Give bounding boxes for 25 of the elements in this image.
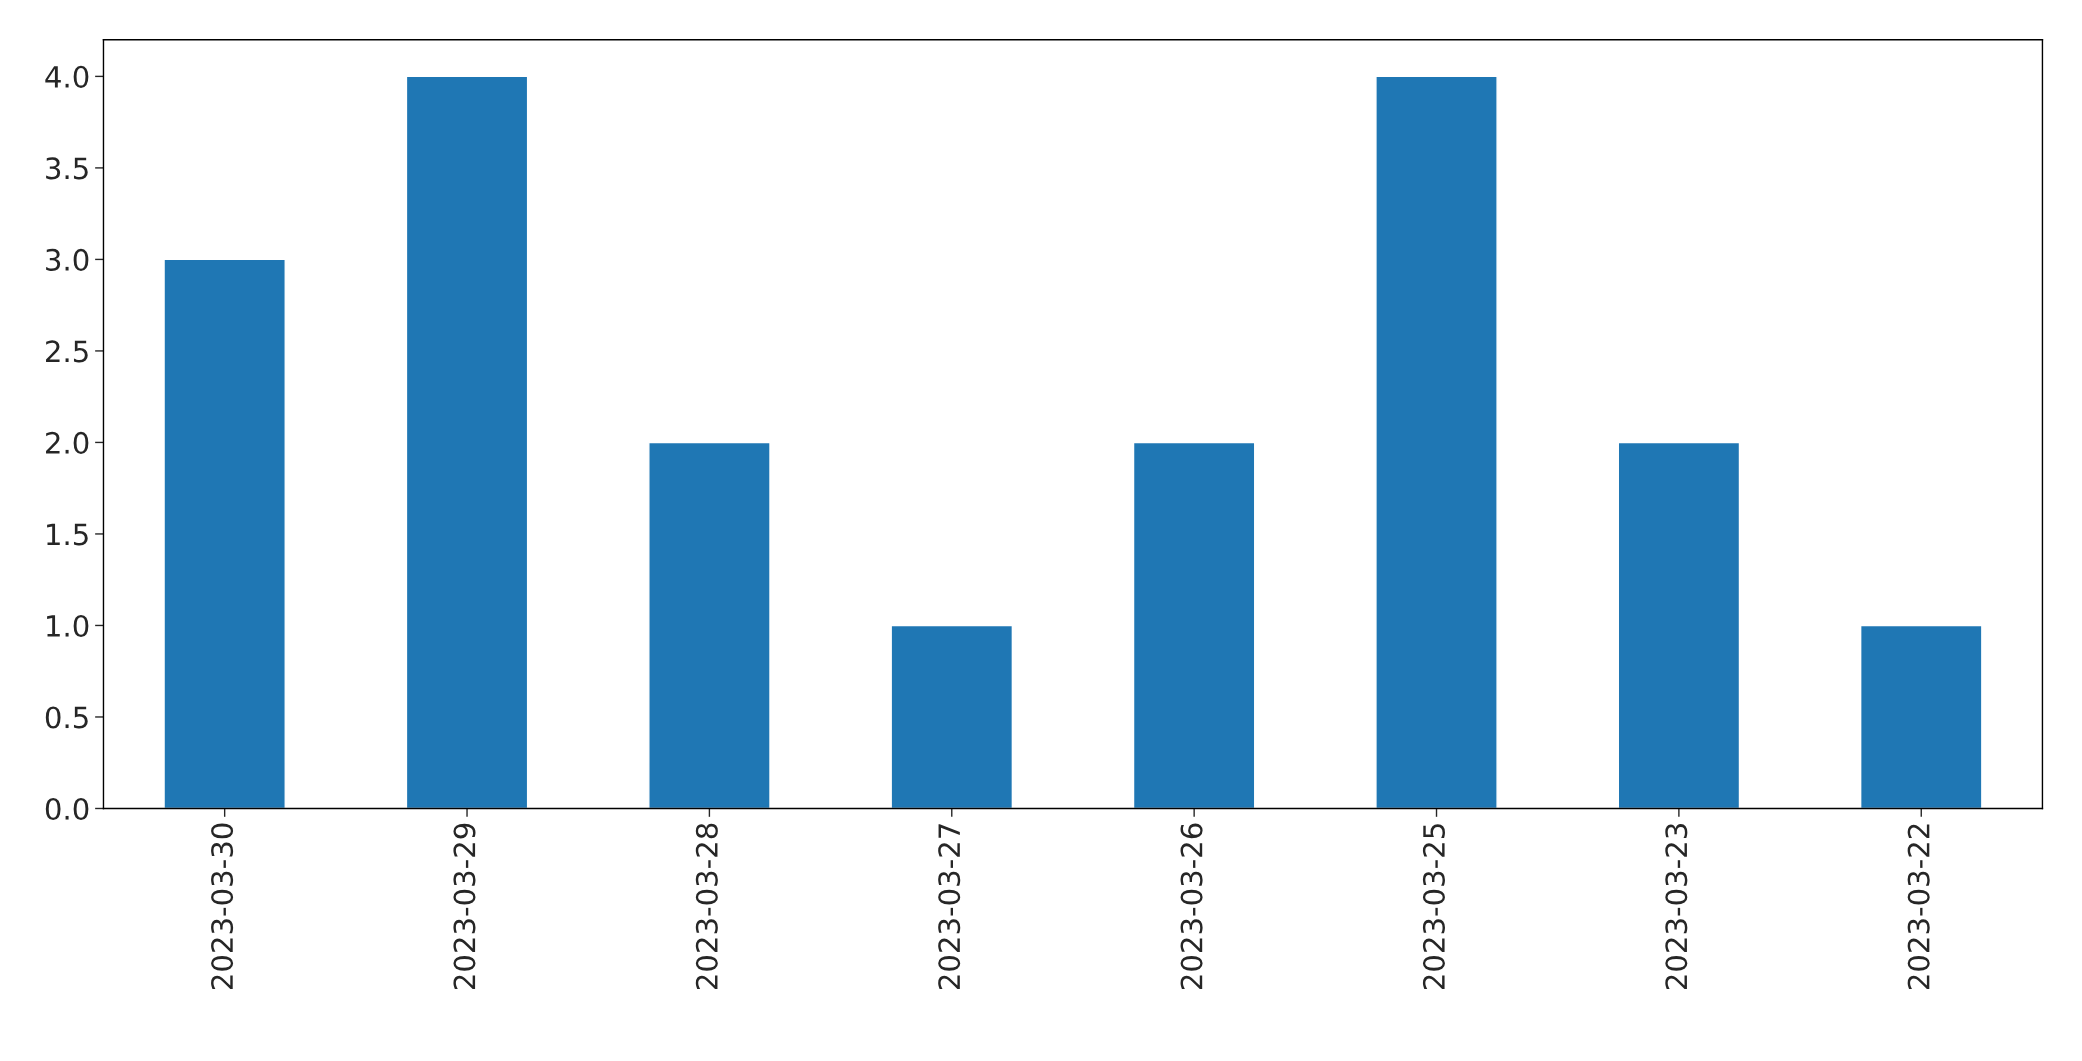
bar [1375,75,1498,809]
x-tick-label: 2023-03-22 [1907,824,1930,990]
bar [163,258,286,809]
x-tick-label: 2023-03-23 [1665,824,1688,990]
bar [648,441,771,809]
x-tick-label: 2023-03-27 [938,824,961,990]
y-tick-label: 1.0 [47,614,89,637]
x-tick-label: 2023-03-25 [1422,824,1445,990]
bar [405,75,529,809]
y-tick-label: 3.0 [46,248,89,271]
y-tick-label: 0.0 [45,797,89,820]
bar [890,624,1014,809]
y-tick-label: 4.0 [45,65,89,88]
x-tick-label: 2023-03-26 [1180,823,1203,990]
x-tick-label: 2023-03-28 [695,823,718,990]
y-tick-label: 2.5 [46,340,88,363]
y-tick-label: 2.0 [46,431,89,454]
bar [1132,441,1256,809]
x-tick-label: 2023-03-29 [453,823,476,990]
y-tick-label: 3.5 [46,157,88,180]
bar [1617,441,1741,809]
x-tick-label: 2023-03-30 [211,823,234,990]
y-tick-label: 0.5 [45,706,88,729]
y-tick-label: 1.5 [47,523,88,546]
bar [1859,624,1983,809]
